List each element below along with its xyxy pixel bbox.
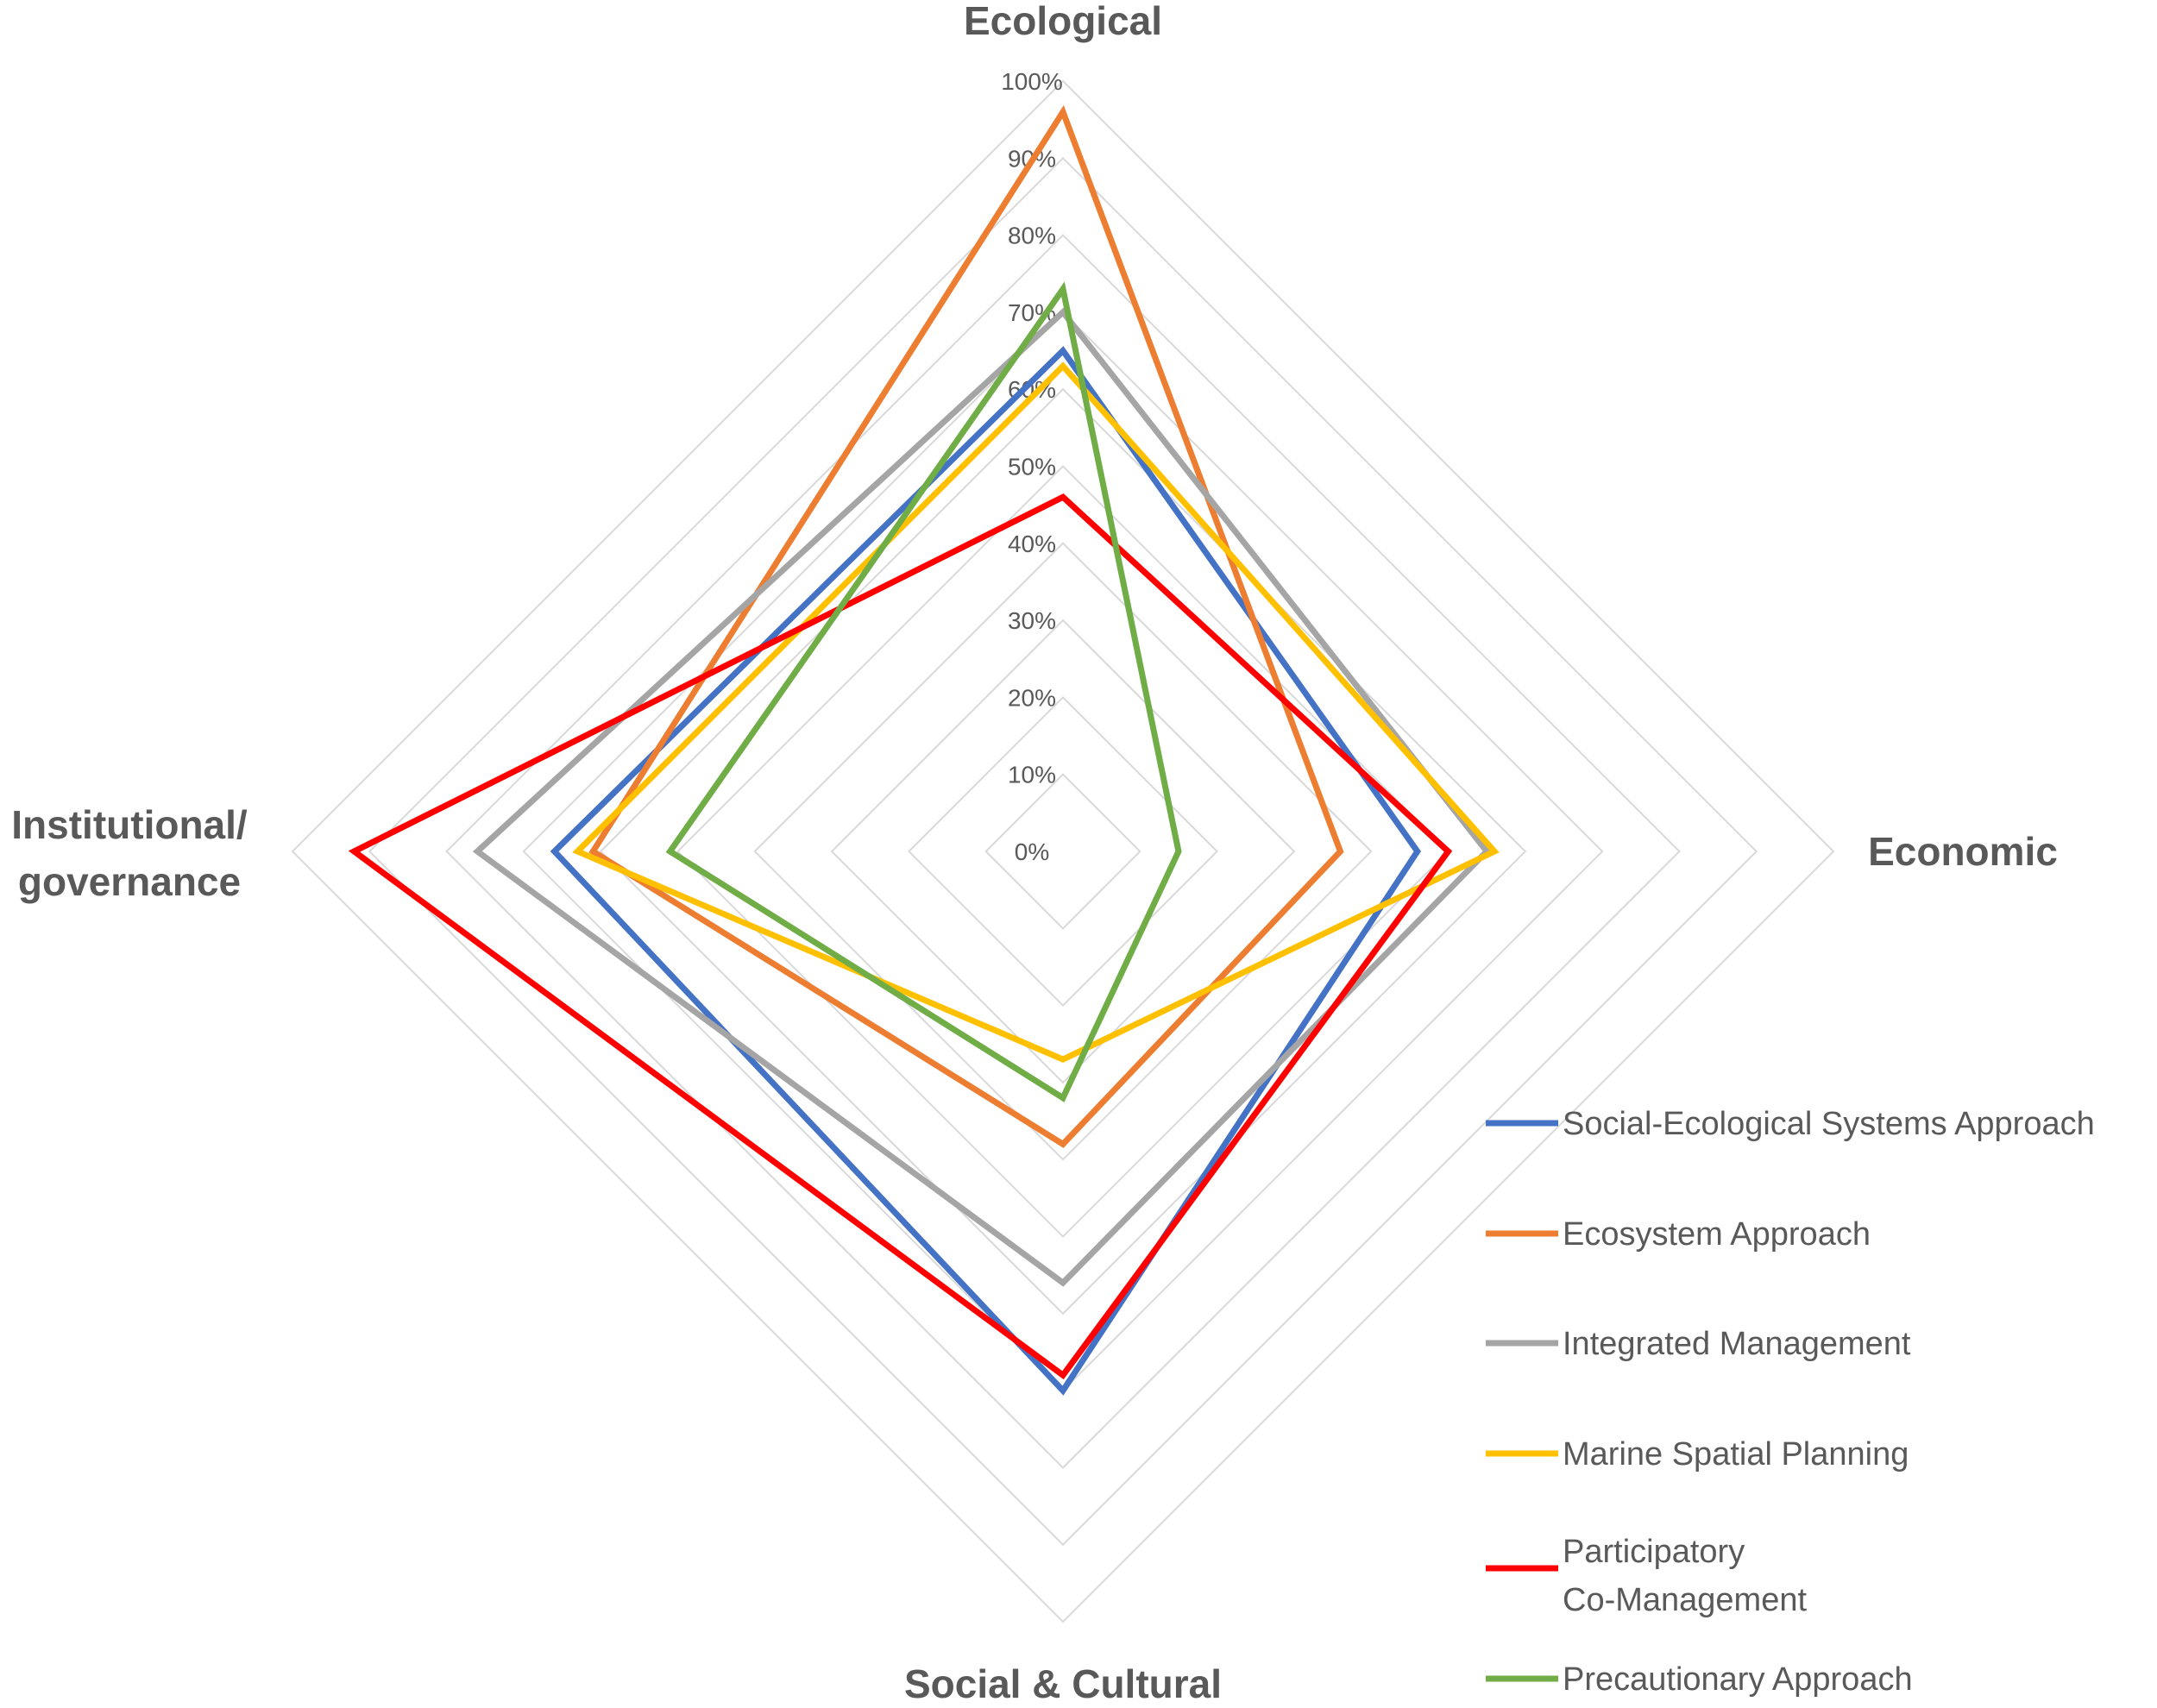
series-integrated-management — [472, 307, 1491, 1287]
series-precautionary-approach — [665, 281, 1182, 1102]
legend-label-ecosystem-approach: Ecosystem Approach — [1563, 1216, 1871, 1253]
grid-ring-10 — [984, 773, 1141, 930]
legend-label-precautionary-approach: Precautionary Approach — [1563, 1661, 1913, 1698]
tick-label: 30% — [1008, 607, 1056, 634]
grid-ring-20 — [907, 695, 1219, 1008]
legend-label-participatory-co-management: Participatory Co-Management — [1563, 1534, 1807, 1618]
grid-ring-60 — [599, 387, 1527, 1316]
legend-label-marine-spatial-planning: Marine Spatial Planning — [1563, 1436, 1909, 1473]
tick-label: 80% — [1008, 223, 1056, 249]
legend: Social-Ecological Systems Approach Ecosys… — [1486, 1106, 2095, 1698]
tick-label: 20% — [1008, 684, 1056, 711]
axis-title-institutional-governance: Institutional/governance — [11, 802, 248, 904]
grid-ring-40 — [753, 542, 1373, 1161]
grid-ring-50 — [676, 465, 1450, 1238]
axis-titles: Ecological Economic Social & Cultural Insti… — [11, 0, 2058, 1706]
grid-ring-90 — [368, 156, 1758, 1547]
axis-title-social-cultural: Social & Cultural — [904, 1661, 1222, 1704]
tick-label: 0% — [1015, 838, 1049, 865]
series-participatory-co-management — [348, 493, 1453, 1380]
tick-label: 100% — [1001, 68, 1063, 95]
grid-ring-70 — [522, 311, 1604, 1392]
legend-label-social-ecological-systems-approach: Social-Ecological Systems Approach — [1563, 1106, 2095, 1142]
axis-title-economic: Economic — [1868, 829, 2058, 874]
grid-ring-30 — [830, 619, 1296, 1084]
series-ecosystem-approach — [588, 104, 1344, 1148]
tick-label: 40% — [1008, 531, 1056, 557]
axis-title-ecological: Ecological — [964, 0, 1162, 43]
legend-label-integrated-management: Integrated Management — [1563, 1326, 1911, 1362]
grid-ring-100 — [291, 79, 1835, 1623]
tick-label: 50% — [1008, 454, 1056, 480]
tick-label: 10% — [1008, 762, 1056, 788]
radar-series — [348, 104, 1500, 1396]
radial-tick-labels: 0%10%20%30%40%50%60%70%80%90%100% — [1001, 68, 1063, 865]
series-social-ecological-systems-approach — [550, 346, 1422, 1396]
grid-ring-80 — [445, 234, 1681, 1469]
series-marine-spatial-planning — [572, 361, 1500, 1063]
